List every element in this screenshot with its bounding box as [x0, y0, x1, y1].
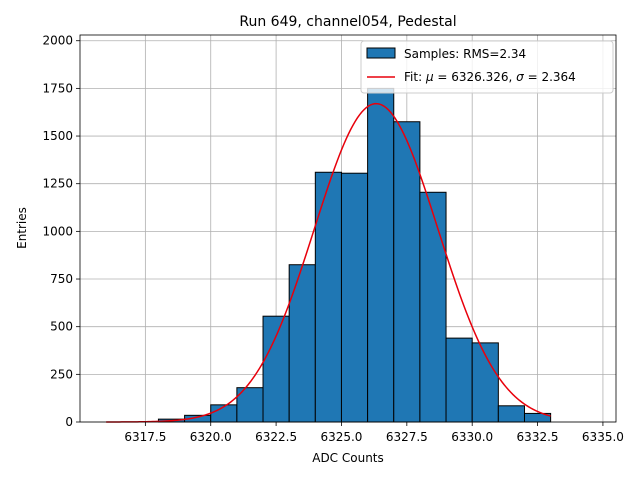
x-axis-label: ADC Counts: [312, 451, 384, 465]
y-tick-label: 750: [50, 272, 73, 286]
legend-swatch-histogram: [366, 47, 396, 59]
histogram-bar: [262, 315, 290, 423]
y-axis-label: Entries: [15, 207, 29, 249]
legend-label-fit: Fit: μ = 6326.326, σ = 2.364: [404, 70, 576, 84]
legend-label-histogram: Samples: RMS=2.34: [404, 47, 526, 61]
fit-curve: [106, 102, 551, 423]
x-tick-label: 6317.5: [124, 430, 166, 444]
histogram-bar: [393, 121, 421, 423]
y-tick-label: 1250: [42, 177, 73, 191]
histogram-bar: [445, 337, 473, 423]
legend: Samples: RMS=2.34 Fit: μ = 6326.326, σ =…: [360, 40, 614, 94]
x-tick-label: 6325.0: [320, 430, 362, 444]
x-tick-label: 6332.5: [517, 430, 559, 444]
y-tick-label: 0: [65, 415, 73, 429]
histogram-bar: [340, 172, 369, 423]
y-tick-label: 1750: [42, 81, 73, 95]
y-tick-label: 2000: [42, 34, 73, 48]
x-axis-ticks: 6317.5 6320.0 6322.5 6325.0 6327.5 6330.0 6332…: [124, 422, 624, 444]
y-tick-label: 500: [50, 320, 73, 334]
histogram-bar: [367, 87, 395, 423]
y-tick-label: 1000: [42, 224, 73, 238]
y-axis-ticks: 0 250 500 750 1000 1250 1500 1750 2000: [42, 34, 80, 429]
histogram-bar: [419, 191, 447, 423]
x-tick-label: 6330.0: [451, 430, 493, 444]
histogram-bar: [314, 171, 342, 423]
y-tick-label: 250: [50, 367, 73, 381]
x-tick-label: 6322.5: [255, 430, 297, 444]
x-tick-label: 6335.0: [582, 430, 624, 444]
chart-title: Run 649, channel054, Pedestal: [239, 14, 456, 30]
x-tick-label: 6327.5: [386, 430, 428, 444]
x-tick-label: 6320.0: [190, 430, 232, 444]
axes-frame: [79, 34, 617, 423]
y-tick-label: 1500: [42, 129, 73, 143]
histogram-bar: [288, 264, 316, 423]
legend-box: [360, 40, 614, 94]
histogram-bar: [497, 405, 525, 423]
